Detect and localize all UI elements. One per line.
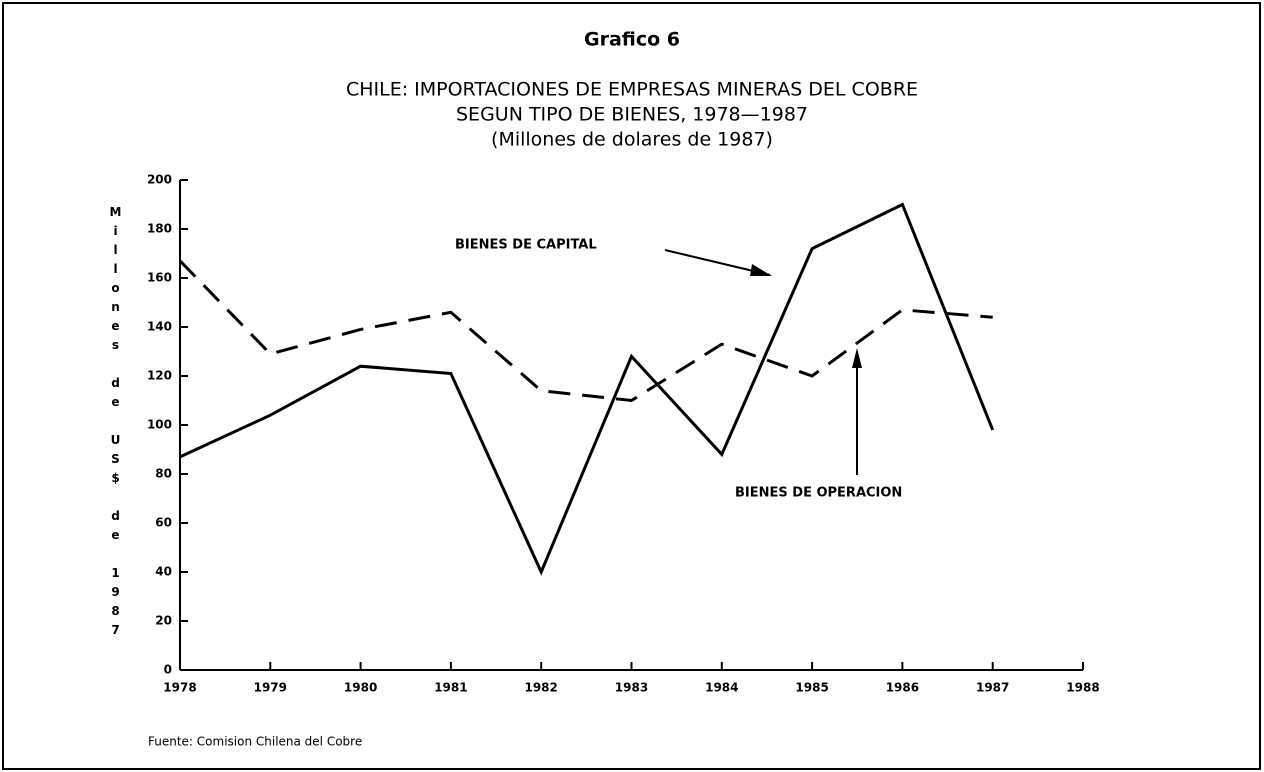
y-tick-label: 0 [164, 663, 172, 677]
x-tick-label: 1980 [344, 681, 377, 695]
x-tick-label: 1982 [524, 681, 557, 695]
arrow-head [750, 264, 772, 276]
series-line [179, 202, 995, 576]
chart-title: CHILE: IMPORTACIONES DE EMPRESAS MINERAS… [346, 79, 918, 101]
series-line [178, 259, 993, 403]
series-label: BIENES DE OPERACION [735, 486, 902, 501]
y-tick-label: 160 [147, 271, 172, 285]
chart-header: Grafico 6 [584, 29, 680, 51]
x-tick-label: 1983 [615, 681, 648, 695]
chart-title: (Millones de dolares de 1987) [491, 129, 773, 151]
x-tick-label: 1979 [254, 681, 287, 695]
x-tick-label: 1978 [163, 681, 196, 695]
y-tick-label: 200 [147, 173, 172, 187]
x-tick-label: 1984 [705, 681, 738, 695]
y-tick-label: 40 [155, 565, 172, 579]
y-tick-label: 20 [155, 614, 172, 628]
y-tick-label: 80 [155, 467, 172, 481]
arrow-head [852, 348, 862, 368]
y-tick-label: 180 [147, 222, 172, 236]
y-tick-label: 120 [147, 369, 172, 383]
x-tick-label: 1981 [434, 681, 467, 695]
y-tick-label: 60 [155, 516, 172, 530]
x-tick-label: 1986 [886, 681, 919, 695]
x-tick-label: 1987 [976, 681, 1009, 695]
x-tick-label: 1985 [795, 681, 828, 695]
x-tick-label: 1988 [1066, 681, 1099, 695]
y-axis-label: Millones de US$ de 1987 [109, 205, 123, 642]
y-tick-label: 140 [147, 320, 172, 334]
chart-title: SEGUN TIPO DE BIENES, 1978—1987 [456, 104, 808, 126]
source: Fuente: Comision Chilena del Cobre [148, 735, 362, 749]
series-label: BIENES DE CAPITAL [455, 238, 597, 253]
y-tick-label: 100 [147, 418, 172, 432]
